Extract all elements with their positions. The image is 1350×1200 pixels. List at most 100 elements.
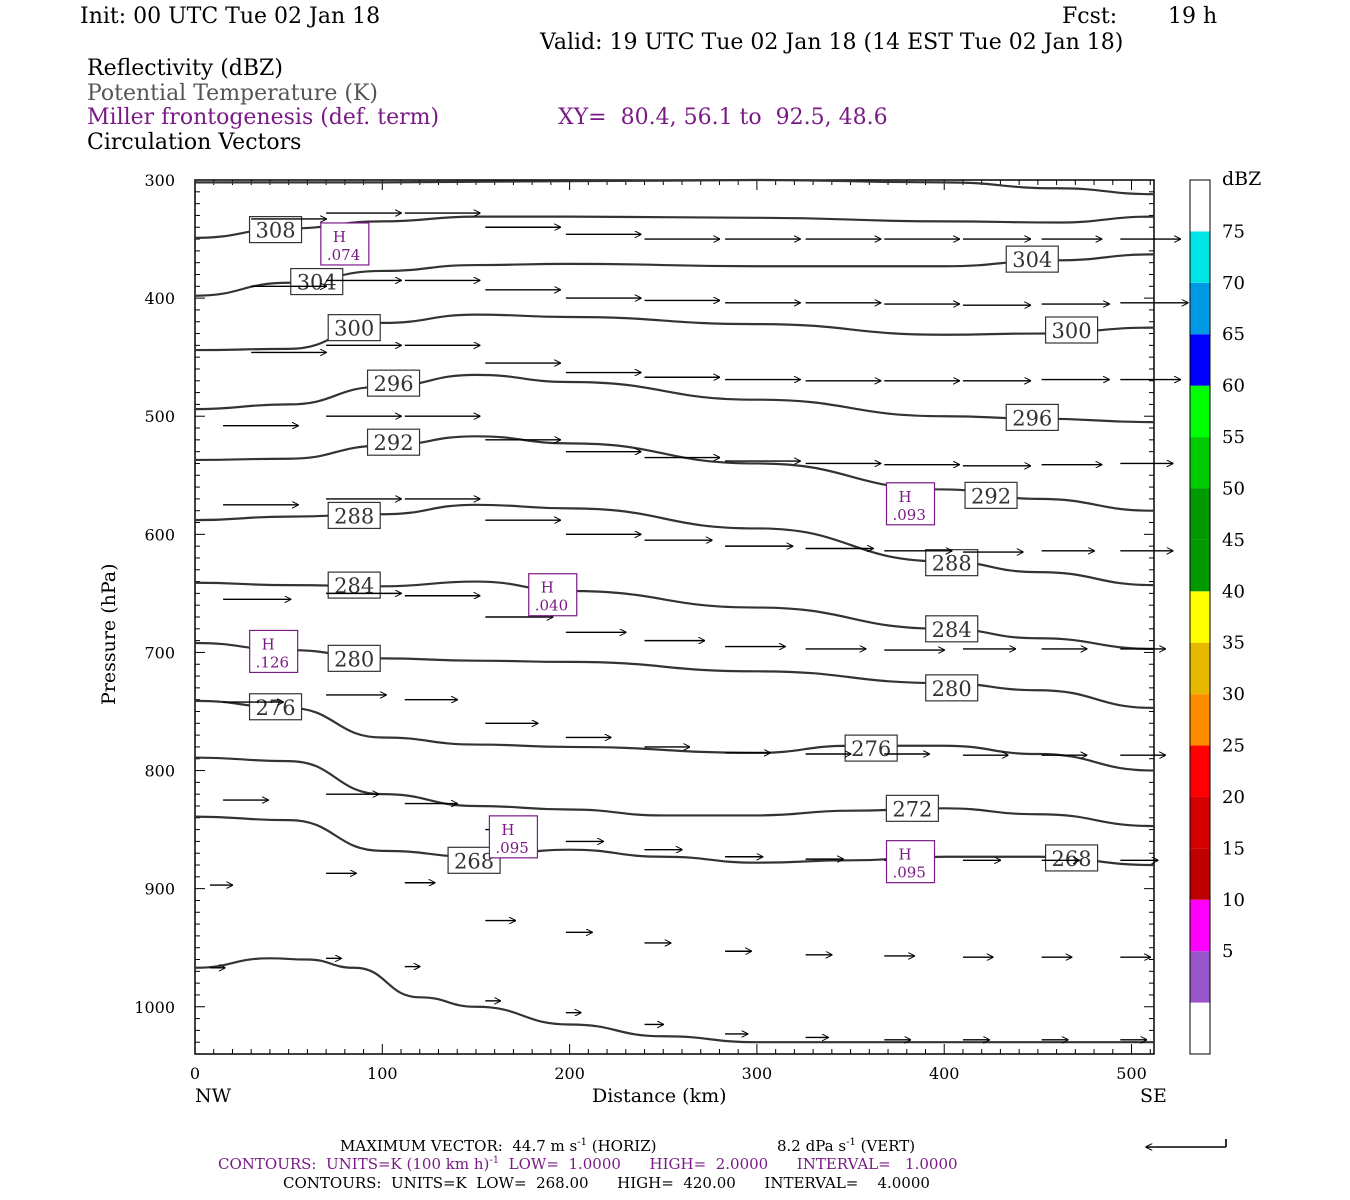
isentrope-label: 296 (1012, 406, 1052, 430)
colorbar-swatch (1190, 796, 1210, 849)
frontogenesis-max-box (320, 222, 370, 266)
colorbar-label: 70 (1222, 273, 1245, 294)
isentrope-label-box (844, 734, 898, 762)
plot-frame (194, 179, 1155, 1055)
colorbar-frame (1189, 179, 1211, 1055)
isentrope-label-box (248, 693, 303, 721)
isentrope-label-box (885, 794, 939, 822)
footer-contours-frontogenesis: CONTOURS: UNITS=K (100 km h)-1 LOW= 1.00… (218, 1155, 958, 1173)
y-tick-label: 900 (144, 880, 175, 899)
y-tick-label: 700 (144, 643, 175, 662)
field-reflectivity: Reflectivity (dBZ) (87, 56, 283, 81)
isentrope-label: 284 (334, 574, 374, 598)
frontogenesis-max-box (488, 815, 539, 859)
frontogenesis-max-label: H (333, 228, 346, 246)
colorbar-swatch (1190, 282, 1210, 335)
colorbar-swatch (1190, 694, 1210, 746)
isentrope-label: 300 (1052, 319, 1092, 343)
isentrope-label-box (366, 428, 421, 456)
isentrope-label-box (366, 369, 421, 397)
isentrope-label-box (964, 481, 1018, 509)
frontogenesis-max-value: .074 (327, 246, 360, 264)
frontogenesis-max-label: H (501, 821, 514, 839)
frontogenesis-max-value: .040 (535, 597, 568, 615)
field-vectors: Circulation Vectors (87, 130, 302, 155)
isentrope-label: 304 (297, 271, 337, 295)
colorbar-swatch (1190, 745, 1210, 797)
fcst-label: Fcst: (1062, 4, 1118, 29)
y-tick-label: 500 (144, 407, 175, 426)
y-tick-label: 800 (144, 762, 175, 781)
colorbar-swatch (1190, 591, 1210, 643)
colorbar-swatch (1190, 488, 1210, 540)
x-tick-label: 0 (190, 1064, 200, 1083)
x-axis-label: Distance (km) (592, 1085, 727, 1107)
isentrope-label: 304 (1012, 248, 1052, 272)
y-tick-label: 600 (144, 525, 175, 544)
frontogenesis-max-value: .126 (256, 653, 289, 671)
colorbar-label: 25 (1222, 736, 1245, 757)
isentrope-label: 308 (255, 219, 295, 243)
footer-vert: 8.2 dPa s-1 (VERT) (777, 1137, 916, 1155)
isentrope-276 (194, 699, 1155, 772)
isentrope-label-box (925, 674, 979, 702)
colorbar-swatch (1190, 437, 1210, 489)
x-tick-label: 100 (367, 1064, 398, 1083)
x-tick-label: 200 (554, 1064, 585, 1083)
colorbar-swatch (1190, 180, 1210, 232)
colorbar-label: 30 (1222, 684, 1245, 705)
colorbar-label: 60 (1222, 376, 1245, 397)
isentrope-label-box (327, 314, 381, 342)
colorbar-swatch (1190, 334, 1210, 386)
y-axis-label: Pressure (hPa) (98, 563, 120, 705)
isentrope-312 (194, 178, 1155, 196)
isentrope-label-box (1005, 245, 1059, 273)
reference-vector (1140, 1139, 1227, 1159)
x-end-left: NW (195, 1085, 232, 1107)
colorbar-swatch (1190, 539, 1210, 592)
isentrope-label-box (1044, 316, 1099, 344)
frontogenesis-max-label: H (899, 846, 912, 864)
x-tick-label: 400 (929, 1064, 960, 1083)
frontogenesis-max-box (249, 629, 299, 674)
field-xy: XY= 80.4, 56.1 to 92.5, 48.6 (558, 105, 888, 130)
y-tick-label: 400 (144, 289, 175, 308)
y-tick-label: 1000 (134, 998, 175, 1017)
frontogenesis-max-label: H (899, 488, 912, 506)
isentrope-label: 276 (851, 737, 891, 761)
isentrope-label: 292 (373, 431, 413, 455)
isentrope-label-box (327, 501, 381, 530)
isentrope-label-box (327, 644, 381, 672)
y-tick-label: 300 (144, 171, 175, 190)
x-tick-label: 500 (1116, 1064, 1147, 1083)
colorbar-swatch (1190, 1002, 1210, 1054)
isentrope-label-box (1044, 844, 1099, 872)
frontogenesis-max-label: H (262, 635, 275, 653)
frontogenesis-max-box (528, 573, 578, 617)
x-end-right: SE (1140, 1085, 1167, 1107)
isentrope-296 (194, 373, 1155, 424)
isentrope-272 (194, 756, 1155, 828)
frontogenesis-max-value: .095 (495, 839, 528, 857)
isentrope-label: 268 (1052, 847, 1092, 871)
isentrope-label: 284 (932, 618, 972, 642)
footer-contours-theta: CONTOURS: UNITS=K LOW= 268.00 HIGH= 420.… (283, 1174, 930, 1192)
isentrope-264 (194, 957, 1154, 1044)
isentrope-label: 292 (971, 484, 1011, 508)
colorbar-swatch (1190, 642, 1210, 695)
colorbar-swatch (1190, 848, 1210, 900)
field-theta: Potential Temperature (K) (87, 81, 378, 106)
isentrope-label: 300 (334, 317, 374, 341)
colorbar-swatch (1190, 231, 1210, 283)
frontogenesis-max-value: .095 (893, 864, 926, 882)
isentrope-label: 272 (892, 797, 932, 821)
fcst-value: 19 h (1168, 4, 1218, 29)
colorbar-label: 50 (1222, 478, 1245, 499)
isentrope-label: 268 (454, 849, 494, 873)
isentrope-label: 280 (932, 677, 972, 701)
colorbar-label: 45 (1222, 530, 1245, 551)
frontogenesis-max-box (885, 482, 936, 526)
colorbar-label: 35 (1222, 633, 1245, 654)
x-tick-label: 300 (742, 1064, 773, 1083)
frontogenesis-max-label: H (541, 579, 554, 597)
